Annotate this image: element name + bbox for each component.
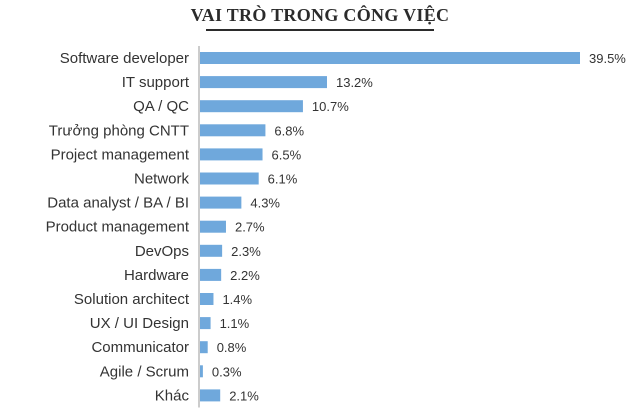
value-label: 6.8% <box>274 123 304 138</box>
category-label: Product management <box>46 219 190 236</box>
chart-title: VAI TRÒ TRONG CÔNG VIỆC <box>190 5 450 25</box>
category-label: Software developer <box>60 50 189 67</box>
value-label: 13.2% <box>336 75 373 90</box>
value-label: 4.3% <box>250 196 280 211</box>
category-label: Communicator <box>91 339 189 356</box>
value-label: 39.5% <box>589 51 626 66</box>
category-label: Trưởng phòng CNTT <box>49 122 189 139</box>
bar <box>200 196 242 209</box>
value-label: 6.5% <box>272 147 302 162</box>
category-label: Hardware <box>124 267 189 284</box>
bar <box>200 389 221 402</box>
value-label: 1.4% <box>222 292 252 307</box>
bar <box>200 76 327 89</box>
category-label: Network <box>134 171 190 188</box>
bar <box>200 293 214 305</box>
category-label: DevOps <box>135 243 189 260</box>
bars-layer: Software developer 39.5% IT support 13.2% QA… <box>46 50 627 404</box>
value-label: 2.7% <box>235 220 265 235</box>
value-label: 0.8% <box>217 340 247 355</box>
bar <box>200 172 259 185</box>
category-label: UX / UI Design <box>90 315 189 332</box>
bar <box>200 365 203 378</box>
bar <box>200 317 211 330</box>
value-label: 10.7% <box>312 99 349 114</box>
bar <box>200 220 226 233</box>
value-label: 1.1% <box>220 316 250 331</box>
bar <box>200 244 223 257</box>
bar <box>200 341 208 354</box>
category-label: Data analyst / BA / BI <box>47 195 189 212</box>
category-label: Solution architect <box>74 291 190 308</box>
category-label: IT support <box>122 74 190 91</box>
value-label: 2.2% <box>230 268 260 283</box>
bar <box>200 52 580 64</box>
title-underline <box>206 29 434 31</box>
category-label: Project management <box>51 146 190 163</box>
bar <box>200 148 263 161</box>
bar <box>200 268 222 281</box>
value-label: 6.1% <box>268 172 298 187</box>
value-label: 0.3% <box>212 364 242 379</box>
bar <box>200 100 303 113</box>
value-label: 2.3% <box>231 244 261 259</box>
bar <box>200 124 266 137</box>
category-label: Khác <box>155 387 190 404</box>
category-label: Agile / Scrum <box>100 363 189 380</box>
value-label: 2.1% <box>229 388 259 403</box>
category-label: QA / QC <box>133 98 189 115</box>
